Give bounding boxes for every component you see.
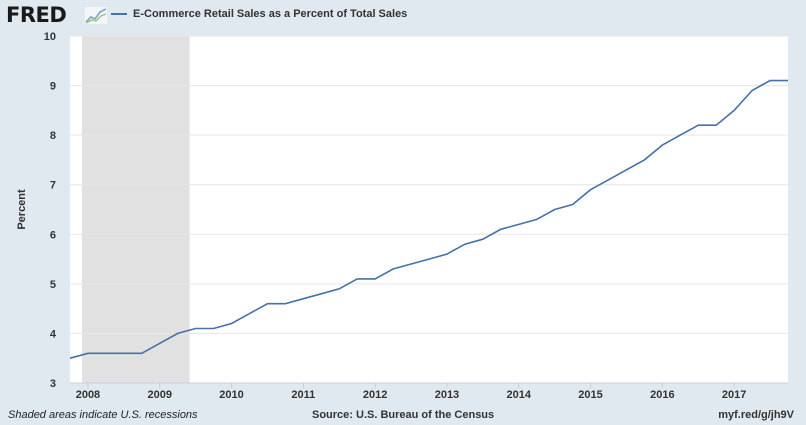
y-tick-label: 5 [50, 279, 56, 291]
legend-swatch [111, 13, 127, 15]
source-text[interactable]: Source: U.S. Bureau of the Census [312, 409, 495, 421]
chart-header: FRED E-Commerce Retail Sales as a Percen… [0, 0, 806, 32]
x-tick-label: 2012 [363, 389, 387, 401]
y-tick-label: 8 [50, 130, 56, 142]
chart-footer: Shaded areas indicate U.S. recessions So… [0, 405, 806, 425]
x-axis: 2008 2009 2010 2011 2012 2013 2014 2015 2016 2017 [76, 383, 746, 401]
x-tick-label: 2014 [507, 389, 532, 401]
x-tick-label: 2015 [578, 389, 602, 401]
y-axis: 3 4 5 6 7 8 9 10 [44, 31, 57, 390]
x-tick-label: 2017 [722, 389, 746, 401]
y-tick-label: 7 [50, 180, 56, 192]
legend[interactable]: E-Commerce Retail Sales as a Percent of … [111, 8, 407, 20]
x-tick-label: 2010 [219, 389, 243, 401]
data-points [69, 80, 789, 359]
fred-logo[interactable]: FRED [6, 3, 67, 27]
recession-shading-layer [81, 36, 190, 383]
y-axis-label: Percent [16, 189, 28, 230]
series-line[interactable] [69, 79, 788, 359]
y-tick-label: 9 [50, 81, 56, 93]
x-tick-label: 2011 [291, 389, 315, 401]
y-tick-label: 6 [50, 229, 56, 241]
x-tick-label: 2013 [435, 389, 459, 401]
legend-label: E-Commerce Retail Sales as a Percent of … [133, 8, 408, 20]
x-tick-label: 2009 [148, 389, 172, 401]
y-tick-label: 3 [50, 378, 56, 390]
recession-band-0 [81, 36, 190, 383]
gridlines [70, 35, 788, 384]
x-tick-label: 2016 [650, 389, 674, 401]
y-tick-label: 10 [44, 31, 56, 43]
fred-graph-icon [85, 7, 107, 24]
recession-note: Shaded areas indicate U.S. recessions [8, 409, 198, 421]
y-tick-label: 4 [50, 328, 57, 340]
x-tick-label: 2008 [76, 389, 100, 401]
short-link[interactable]: myf.red/g/jh9V [718, 409, 794, 421]
